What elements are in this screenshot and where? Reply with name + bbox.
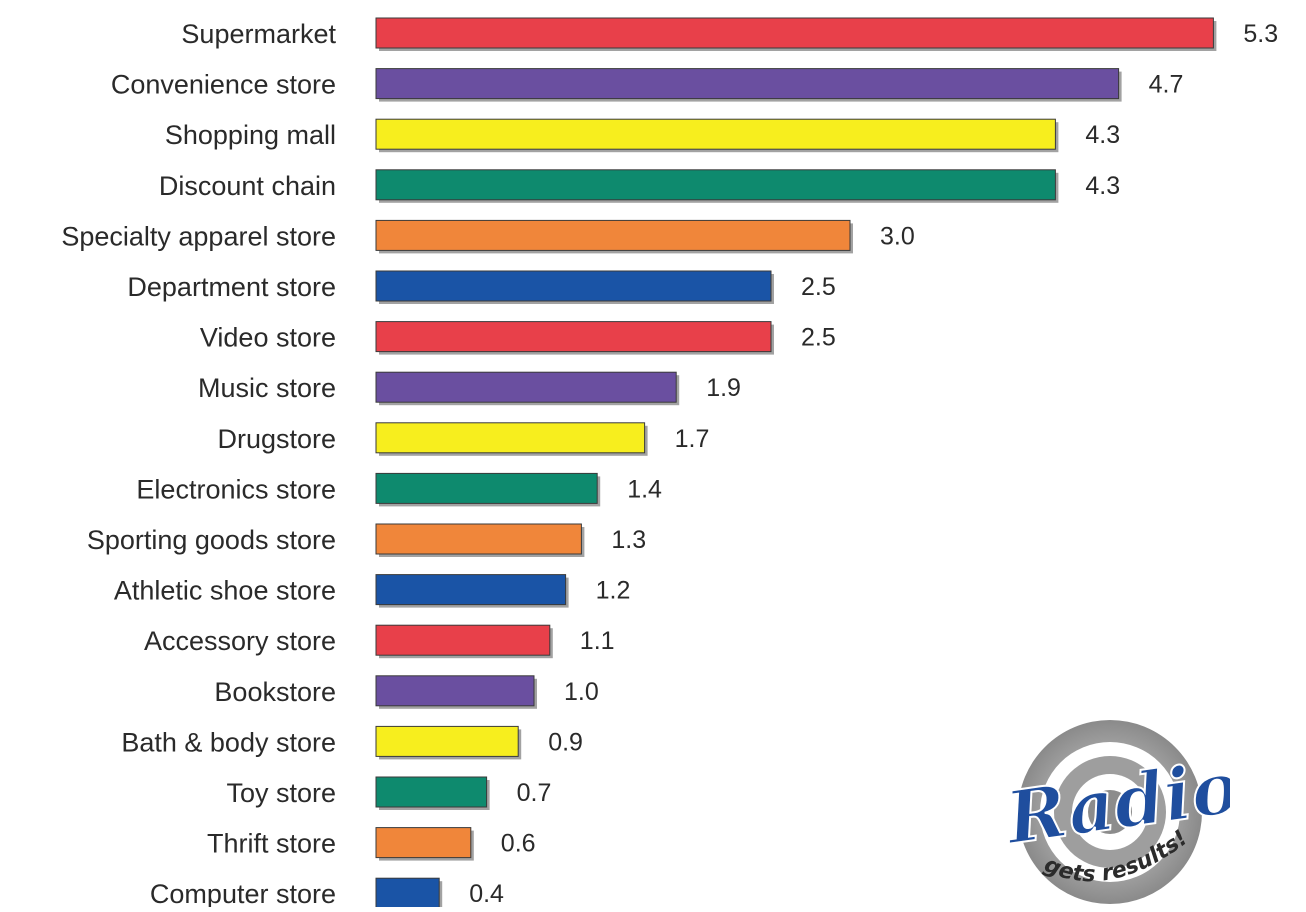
value-label-bookstore: 1.0 <box>564 678 599 706</box>
category-label-drugstore: Drugstore <box>217 424 336 454</box>
bar-drugstore <box>375 422 646 454</box>
bar-computer-store <box>375 877 440 907</box>
bar-supermarket <box>375 17 1214 49</box>
value-label-sporting-goods-store: 1.3 <box>611 526 646 554</box>
category-label-video-store: Video store <box>200 323 336 353</box>
category-label-music-store: Music store <box>198 373 336 403</box>
bar-specialty-apparel-store <box>375 219 851 251</box>
bar-bath-and-body-store <box>375 725 519 757</box>
bar-department-store <box>375 270 772 302</box>
category-label-discount-chain: Discount chain <box>159 171 336 201</box>
value-label-electronics-store: 1.4 <box>627 475 662 503</box>
bar-video-store <box>375 321 772 353</box>
value-label-drugstore: 1.7 <box>675 425 710 453</box>
value-label-video-store: 2.5 <box>801 324 836 352</box>
category-label-specialty-apparel-store: Specialty apparel store <box>61 221 336 251</box>
bar-sporting-goods-store <box>375 523 582 555</box>
category-label-electronics-store: Electronics store <box>136 474 336 504</box>
value-label-accessory-store: 1.1 <box>580 627 615 655</box>
value-label-athletic-shoe-store: 1.2 <box>596 577 631 605</box>
bar-music-store <box>375 371 677 403</box>
value-label-shopping-mall: 4.3 <box>1085 121 1120 149</box>
value-label-music-store: 1.9 <box>706 374 741 402</box>
bar-accessory-store <box>375 624 551 656</box>
logo-ring-inner <box>1088 790 1132 834</box>
value-label-thrift-store: 0.6 <box>501 830 536 858</box>
value-label-supermarket: 5.3 <box>1243 20 1278 48</box>
category-label-accessory-store: Accessory store <box>144 626 336 656</box>
bar-convenience-store <box>375 68 1120 100</box>
category-label-convenience-store: Convenience store <box>111 70 336 100</box>
value-label-convenience-store: 4.7 <box>1149 71 1184 99</box>
category-label-bookstore: Bookstore <box>214 677 336 707</box>
category-label-computer-store: Computer store <box>150 879 336 907</box>
radio-logo: Radio gets results! <box>998 720 1230 904</box>
bar-shopping-mall <box>375 118 1056 150</box>
bar-thrift-store <box>375 827 472 859</box>
bar-discount-chain <box>375 169 1056 201</box>
category-label-athletic-shoe-store: Athletic shoe store <box>114 576 336 606</box>
bar-athletic-shoe-store <box>375 574 567 606</box>
category-label-department-store: Department store <box>127 272 336 302</box>
bar-bookstore <box>375 675 535 707</box>
value-label-discount-chain: 4.3 <box>1085 172 1120 200</box>
bar-toy-store <box>375 776 488 808</box>
category-label-sporting-goods-store: Sporting goods store <box>87 525 336 555</box>
bar-electronics-store <box>375 472 598 504</box>
value-label-bath-and-body-store: 0.9 <box>548 728 583 756</box>
category-label-toy-store: Toy store <box>226 778 336 808</box>
category-label-thrift-store: Thrift store <box>207 829 336 859</box>
value-label-department-store: 2.5 <box>801 273 836 301</box>
value-label-computer-store: 0.4 <box>469 880 504 907</box>
value-label-toy-store: 0.7 <box>517 779 552 807</box>
category-label-supermarket: Supermarket <box>181 19 336 49</box>
category-label-bath-and-body-store: Bath & body store <box>121 727 336 757</box>
category-label-shopping-mall: Shopping mall <box>165 120 336 150</box>
value-label-specialty-apparel-store: 3.0 <box>880 222 915 250</box>
